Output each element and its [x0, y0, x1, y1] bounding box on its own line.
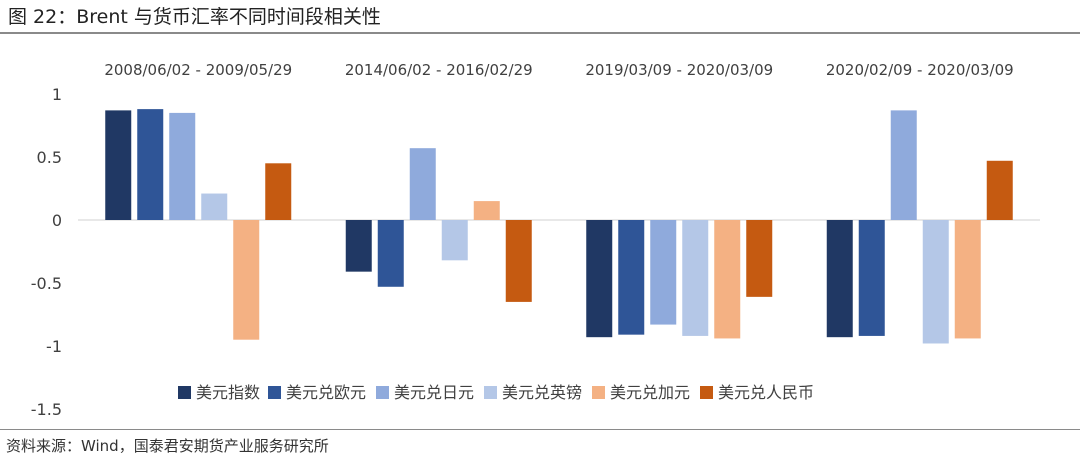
bar	[377, 220, 404, 287]
y-tick-label: 0.5	[37, 148, 62, 167]
period-label: 2014/06/02 - 2016/02/29	[345, 61, 533, 79]
y-tick-label: -1.5	[31, 400, 62, 419]
top-rule	[0, 32, 1080, 34]
source-note: 资料来源：Wind，国泰君安期货产业服务研究所	[6, 437, 329, 455]
bar	[714, 220, 741, 339]
bar	[105, 110, 132, 220]
bar	[986, 160, 1013, 220]
bar-chart: 1 0.5 0 -0.5 -1 -1.5 2008/06/02 - 2009/05/29 20…	[31, 61, 1040, 419]
bar	[650, 220, 677, 325]
bar	[922, 220, 949, 344]
bar	[746, 220, 773, 297]
legend-label: 美元兑人民币	[718, 383, 814, 402]
y-tick-label: -0.5	[31, 274, 62, 293]
legend-label: 美元兑英镑	[502, 383, 582, 402]
bar	[409, 148, 436, 220]
legend-label: 美元兑加元	[610, 383, 690, 402]
bar	[345, 220, 372, 272]
legend-swatch	[268, 386, 281, 399]
bar	[954, 220, 981, 339]
bottom-rule	[0, 429, 1080, 430]
legend-label: 美元兑日元	[394, 383, 474, 402]
bar	[826, 220, 853, 338]
y-tick-label: 1	[52, 85, 62, 104]
y-tick-label: 0	[52, 211, 62, 230]
legend-swatch	[592, 386, 605, 399]
figure-title: 图 22：Brent 与货币汇率不同时间段相关性	[8, 6, 381, 28]
period-label: 2008/06/02 - 2009/05/29	[104, 61, 292, 79]
legend-swatch	[700, 386, 713, 399]
legend-label: 美元指数	[196, 383, 260, 402]
bar	[586, 220, 613, 338]
period-label: 2019/03/09 - 2020/03/09	[585, 61, 773, 79]
period-label: 2020/02/09 - 2020/03/09	[826, 61, 1014, 79]
legend-label: 美元兑欧元	[286, 383, 366, 402]
bar	[473, 201, 500, 220]
bar	[441, 220, 468, 261]
bar	[265, 163, 292, 220]
legend-swatch	[178, 386, 191, 399]
bar	[233, 220, 260, 340]
y-tick-label: -1	[46, 337, 62, 356]
bar	[890, 110, 917, 220]
bar	[858, 220, 885, 336]
bar	[682, 220, 709, 336]
bar	[618, 220, 645, 335]
bar	[137, 109, 164, 220]
bar	[505, 220, 532, 302]
bar	[201, 193, 228, 220]
bar	[169, 112, 196, 220]
legend-swatch	[484, 386, 497, 399]
legend-swatch	[376, 386, 389, 399]
